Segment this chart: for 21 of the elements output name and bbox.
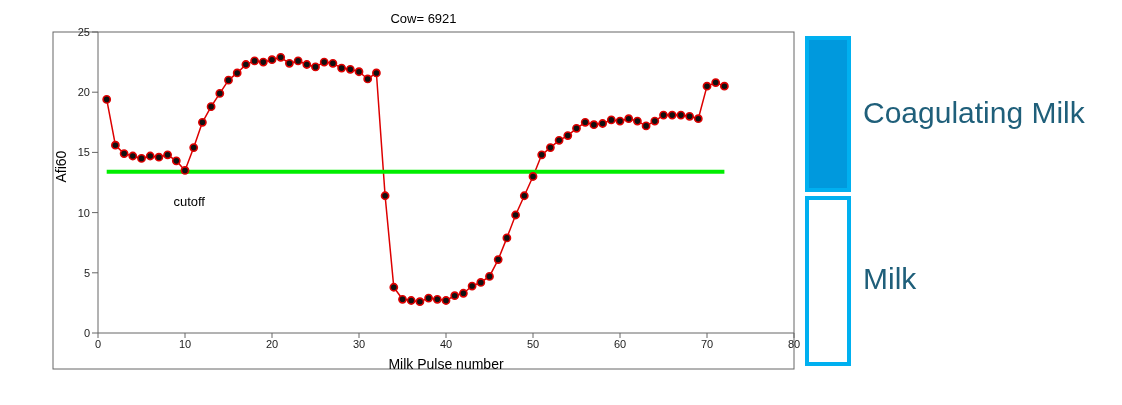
y-tick-label: 25 (77, 25, 90, 38)
y-tick-label: 0 (83, 326, 90, 339)
x-tick-label: 30 (352, 337, 366, 350)
series-label: cutoff (173, 194, 206, 210)
x-tick-label: 60 (613, 337, 627, 350)
y-tick-label: 20 (77, 86, 90, 99)
y-tick-label: 10 (77, 206, 90, 219)
x-tick-label: 40 (439, 337, 453, 350)
x-tick-label: 0 (94, 337, 102, 350)
text: Coagulating Milk (863, 96, 1085, 130)
x-tick-label: 80 (787, 337, 801, 350)
x-tick-label: 10 (178, 337, 192, 350)
y-tick-label: 5 (83, 266, 90, 279)
text: Milk (863, 262, 917, 296)
x-tick-label: 50 (526, 337, 540, 350)
x-tick-label: 20 (265, 337, 279, 350)
y-axis-title: Afi60 (52, 150, 69, 183)
chart-title: Cow= 6921 (390, 11, 457, 26)
x-tick-label: 70 (700, 337, 714, 350)
x-axis-title: Milk Pulse number (388, 356, 504, 372)
y-tick-label: 15 (77, 146, 90, 159)
